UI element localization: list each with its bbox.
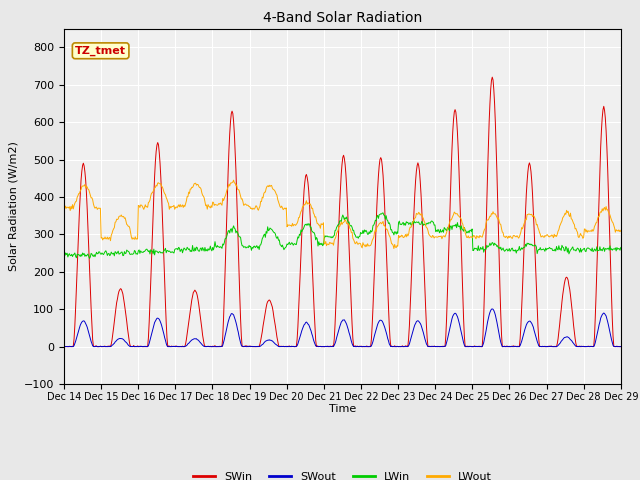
SWin: [214, 344, 222, 349]
Title: 4-Band Solar Radiation: 4-Band Solar Radiation: [263, 11, 422, 25]
Y-axis label: Solar Radiation (W/m2): Solar Radiation (W/m2): [8, 142, 19, 271]
Line: LWout: LWout: [64, 180, 621, 249]
SWin: [617, 344, 625, 349]
Legend: SWin, SWout, LWin, LWout: SWin, SWout, LWin, LWout: [189, 468, 496, 480]
SWout: [71, 341, 79, 347]
LWout: [390, 246, 397, 252]
Line: SWout: SWout: [64, 309, 621, 347]
LWin: [428, 218, 436, 224]
SWout: [128, 344, 136, 349]
LWin: [185, 247, 193, 252]
LWout: [184, 194, 192, 200]
LWout: [428, 235, 436, 240]
Text: TZ_tmet: TZ_tmet: [75, 46, 126, 56]
LWout: [60, 205, 68, 211]
LWout: [70, 203, 78, 208]
SWin: [428, 344, 435, 349]
LWout: [127, 234, 135, 240]
LWin: [214, 244, 222, 250]
SWout: [428, 344, 435, 349]
SWout: [185, 340, 193, 346]
SWin: [411, 191, 419, 197]
SWin: [60, 344, 68, 349]
SWin: [128, 344, 136, 349]
LWin: [617, 245, 625, 251]
SWout: [411, 322, 419, 328]
LWin: [412, 220, 419, 226]
Line: LWin: LWin: [64, 213, 621, 258]
SWin: [185, 320, 193, 325]
SWout: [214, 344, 222, 349]
LWout: [230, 177, 237, 183]
SWin: [488, 74, 496, 80]
SWin: [61, 344, 69, 349]
LWin: [128, 252, 136, 257]
LWout: [412, 215, 419, 220]
X-axis label: Time: Time: [329, 405, 356, 414]
SWout: [61, 344, 69, 349]
SWout: [60, 344, 68, 349]
LWin: [70, 252, 78, 257]
LWout: [214, 203, 221, 208]
SWout: [488, 306, 496, 312]
LWin: [380, 210, 387, 216]
SWin: [71, 323, 79, 328]
LWin: [86, 255, 93, 261]
LWin: [60, 252, 68, 257]
SWout: [617, 344, 625, 349]
Line: SWin: SWin: [64, 77, 621, 347]
LWout: [617, 228, 625, 234]
